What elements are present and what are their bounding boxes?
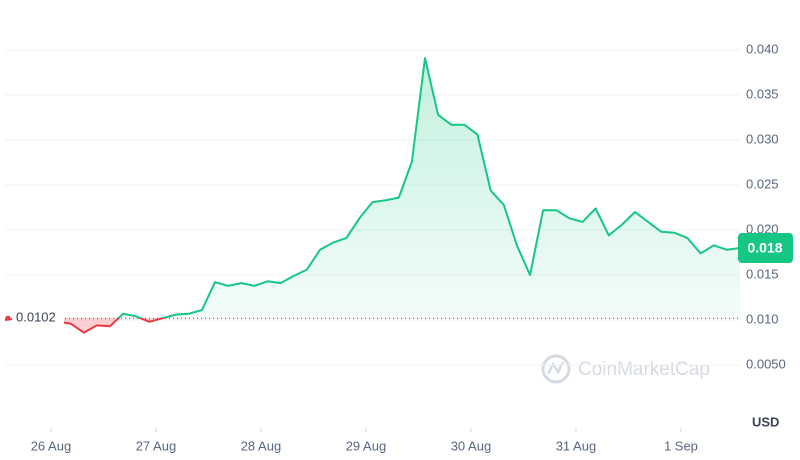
x-tick-label: 28 Aug	[241, 438, 282, 453]
x-tick-label: 26 Aug	[31, 438, 72, 453]
y-tick-label: 0.035	[746, 86, 779, 101]
price-area	[5, 58, 740, 333]
baseline-label: 0.0102	[16, 310, 56, 325]
watermark-text: CoinMarketCap	[578, 359, 710, 380]
price-line	[4, 57, 741, 334]
baseline-label-bg	[12, 309, 64, 328]
x-tick-label: 1 Sep	[664, 438, 698, 453]
x-tick-label: 29 Aug	[346, 438, 387, 453]
y-tick-label: 0.0050	[746, 356, 786, 371]
y-unit: USD	[752, 414, 779, 429]
y-tick-label: 0.040	[746, 41, 779, 56]
y-tick-label: 0.030	[746, 131, 779, 146]
x-tick-label: 27 Aug	[136, 438, 177, 453]
baseline-dot	[5, 315, 11, 321]
y-tick-label: 0.025	[746, 176, 779, 191]
y-tick-label: 0.020	[746, 221, 779, 236]
x-tick-label: 30 Aug	[451, 438, 492, 453]
watermark: CoinMarketCap	[541, 354, 710, 384]
y-tick-label: 0.010	[746, 311, 779, 326]
x-tick-label: 31 Aug	[556, 438, 597, 453]
y-tick-label: 0.015	[746, 266, 779, 281]
current-price-label: 0.018	[747, 240, 782, 256]
current-price-badge	[738, 233, 793, 263]
